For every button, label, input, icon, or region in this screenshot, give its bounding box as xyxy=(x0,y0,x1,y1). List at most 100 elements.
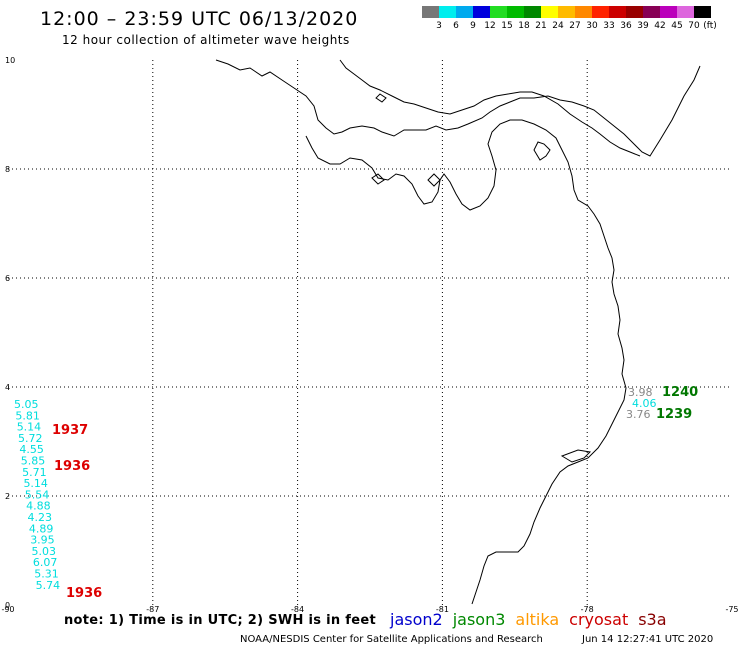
color-scale-label: 24 xyxy=(552,21,564,31)
color-swatch xyxy=(456,6,473,18)
color-scale-label: 36 xyxy=(620,21,632,31)
color-swatch xyxy=(575,6,592,18)
color-scale-labels: 3 6 9 12 15 18 21 24 27 30 33 36 39 42 45 70 (ft) xyxy=(422,21,732,33)
wave-height-value: 5.81 xyxy=(15,409,39,422)
color-swatch xyxy=(677,6,694,18)
generated-timestamp: Jun 14 12:27:41 UTC 2020 xyxy=(582,634,714,645)
wave-height-value: 5.71 xyxy=(22,466,46,479)
color-swatch xyxy=(439,6,456,18)
coastline-gulf-urab xyxy=(533,141,551,161)
pass-time-label: 1239 xyxy=(656,407,692,422)
axis-tick-labels: -90 -87 -84 -81 -78 -75 0 2 4 6 8 10 xyxy=(1,56,738,614)
satellite-legend-item: jason3 xyxy=(452,610,506,629)
credit-line: NOAA/NESDIS Center for Satellite Applica… xyxy=(240,634,543,645)
lat-lon-grid xyxy=(8,60,732,605)
wave-height-value: 4.23 xyxy=(28,511,53,524)
altimeter-track-west: 5.055.815.145.724.555.855.715.145.544.88… xyxy=(14,398,102,601)
latitude-tick-label: 0 xyxy=(5,601,10,610)
color-swatch xyxy=(660,6,677,18)
wave-height-value: 3.95 xyxy=(30,534,55,547)
latitude-tick-label: 4 xyxy=(5,383,10,392)
pass-time-label: 1240 xyxy=(662,385,698,400)
satellite-legend-item: jason2 xyxy=(390,610,443,629)
wave-height-value: 5.05 xyxy=(14,398,39,411)
color-swatch xyxy=(524,6,541,18)
wave-height-value: 5.74 xyxy=(36,579,61,592)
coastline-colombia-north xyxy=(339,59,641,157)
color-swatch xyxy=(473,6,490,18)
coastline-island-4 xyxy=(371,173,385,185)
latitude-tick-label: 2 xyxy=(5,492,10,501)
color-swatch xyxy=(609,6,626,18)
wave-height-value: 5.72 xyxy=(18,432,43,445)
latitude-tick-label: 10 xyxy=(5,56,15,65)
satellite-legend-item: cryosat xyxy=(569,610,629,629)
coastline-panama-pacific xyxy=(305,119,627,605)
color-swatch xyxy=(507,6,524,18)
pass-time-label: 1936 xyxy=(66,586,102,601)
map-frame xyxy=(8,60,732,605)
color-swatch xyxy=(558,6,575,18)
coastline-island-1 xyxy=(375,93,387,103)
color-scale-label: 18 xyxy=(518,21,530,31)
wave-height-value: 4.88 xyxy=(26,500,51,513)
wave-height-color-scale: 3 6 9 12 15 18 21 24 27 30 33 36 39 42 45 70 (ft) xyxy=(422,6,717,31)
color-scale-label: 3 xyxy=(436,21,442,31)
color-swatch xyxy=(592,6,609,18)
map-title: 12:00 – 23:59 UTC 06/13/2020 xyxy=(40,8,359,30)
coastline-island-2 xyxy=(427,173,441,187)
satellite-legend-item: altika xyxy=(515,610,560,629)
coastline xyxy=(215,59,701,605)
color-scale-label: 70 xyxy=(688,21,700,31)
wave-height-value: 4.06 xyxy=(632,397,657,410)
color-swatch xyxy=(422,6,439,18)
wave-height-value: 5.85 xyxy=(21,455,46,468)
color-swatch xyxy=(490,6,507,18)
wave-height-value: 6.07 xyxy=(33,556,58,569)
longitude-tick-label: -90 xyxy=(1,605,14,614)
coastline-island-3 xyxy=(560,449,592,463)
wave-height-value: 5.03 xyxy=(32,545,57,558)
satellite-legend: jason2 jason3 altika cryosat s3a xyxy=(390,610,677,629)
pass-time-label: 1936 xyxy=(54,459,90,474)
color-scale-label: 30 xyxy=(586,21,598,31)
wave-height-value: 3.98 xyxy=(628,386,653,399)
color-swatch xyxy=(541,6,558,18)
color-scale-label: 39 xyxy=(637,21,649,31)
wave-height-value: 4.89 xyxy=(29,522,53,535)
longitude-tick-label: -81 xyxy=(436,605,449,614)
color-swatch xyxy=(643,6,660,18)
color-scale-label: 6 xyxy=(453,21,459,31)
longitude-tick-label: -87 xyxy=(146,605,159,614)
latitude-tick-label: 6 xyxy=(5,274,10,283)
longitude-tick-label: -78 xyxy=(581,605,594,614)
footnote: note: 1) Time is in UTC; 2) SWH is in fe… xyxy=(64,613,376,628)
wave-height-value: 5.14 xyxy=(17,421,42,434)
longitude-tick-label: -84 xyxy=(291,605,304,614)
color-scale-unit: (ft) xyxy=(703,21,717,31)
color-scale-label: 21 xyxy=(535,21,547,31)
color-scale-label: 33 xyxy=(603,21,615,31)
altimeter-track-east: 3.984.063.76 1240 1239 xyxy=(626,385,698,422)
longitude-tick-label: -75 xyxy=(725,605,738,614)
satellite-legend-item: s3a xyxy=(638,610,667,629)
color-scale-label: 9 xyxy=(470,21,476,31)
map-subtitle: 12 hour collection of altimeter wave hei… xyxy=(62,33,350,47)
color-scale-label: 27 xyxy=(569,21,581,31)
color-scale-label: 12 xyxy=(484,21,496,31)
color-scale-label: 45 xyxy=(671,21,683,31)
wave-height-value: 5.14 xyxy=(23,477,48,490)
latitude-tick-label: 8 xyxy=(5,165,10,174)
color-scale-swatches xyxy=(422,6,711,18)
color-scale-label: 42 xyxy=(654,21,666,31)
pass-time-label: 1937 xyxy=(52,423,88,438)
wave-height-value: 5.31 xyxy=(34,568,59,581)
color-swatch xyxy=(626,6,643,18)
color-scale-label: 15 xyxy=(501,21,513,31)
coastline-panama-north xyxy=(215,59,701,157)
color-swatch xyxy=(694,6,711,18)
wave-height-value: 5.54 xyxy=(25,488,50,501)
wave-height-value: 4.55 xyxy=(19,443,44,456)
wave-height-value: 3.76 xyxy=(626,408,651,421)
